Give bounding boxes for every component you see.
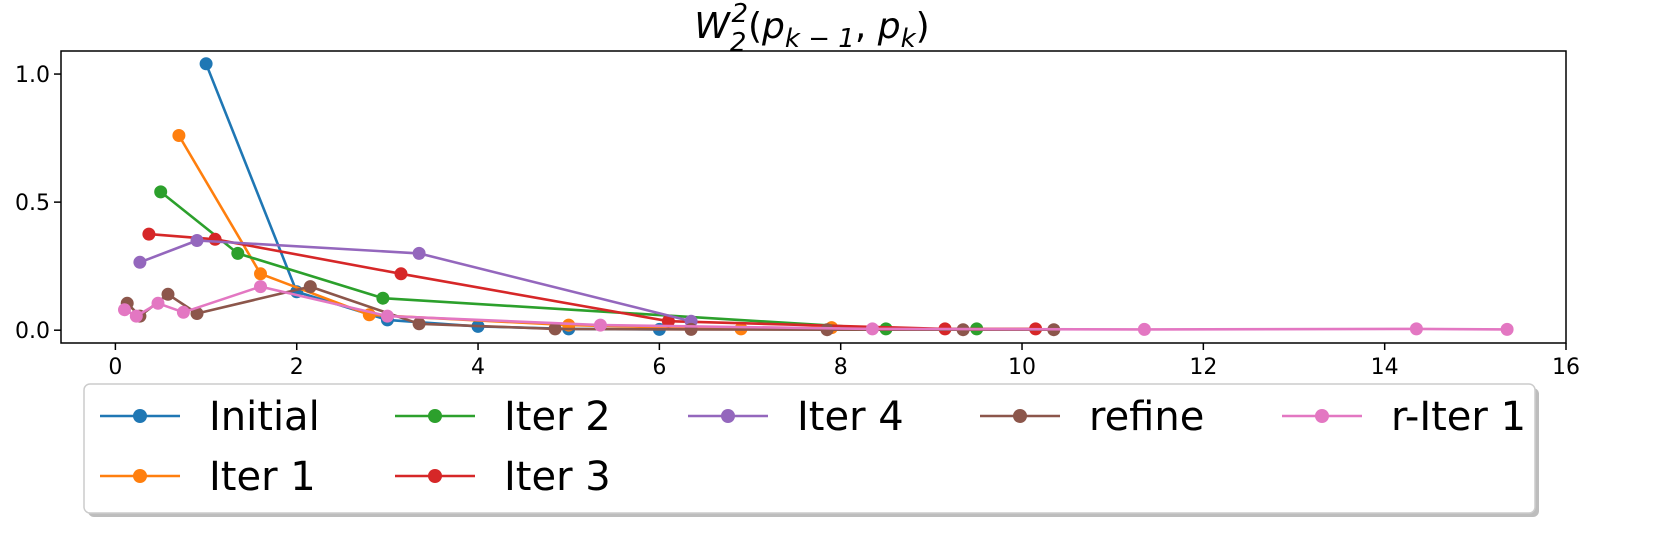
data-point-r-iter-1: [151, 296, 165, 310]
x-tick-label: 16: [1552, 355, 1580, 380]
data-point-refine: [820, 323, 834, 337]
legend-label: refine: [1089, 394, 1204, 440]
x-tick-label: 10: [1008, 355, 1036, 380]
data-point-initial: [199, 57, 213, 71]
legend-swatch-marker: [721, 409, 735, 423]
series-line-iter-1: [177, 134, 832, 331]
data-point-refine: [412, 317, 426, 331]
x-tick-label: 4: [471, 355, 485, 380]
y-tick-label: 0.0: [15, 319, 50, 344]
x-axis: 0 2 4 6 8 10 12 14 16: [108, 343, 1580, 380]
x-tick-label: 0: [108, 355, 122, 380]
legend-item-iter-3: Iter 3: [395, 454, 611, 500]
data-point-iter-3: [208, 232, 222, 246]
series-iter-4: [133, 234, 698, 328]
x-tick-label: 2: [290, 355, 304, 380]
data-point-iter-4: [133, 255, 147, 269]
legend-swatch-marker: [133, 409, 147, 423]
data-point-iter-1: [172, 129, 186, 142]
legend-swatch-marker: [428, 469, 442, 483]
x-tick-label: 12: [1189, 355, 1217, 380]
chart-title: W22(pk − 1, pk): [694, 0, 929, 58]
legend-swatch-marker: [428, 409, 442, 423]
data-point-r-iter-1: [1500, 322, 1514, 336]
data-point-r-iter-1: [254, 280, 267, 294]
data-point-r-iter-1: [380, 309, 394, 323]
y-tick-label: 1.0: [15, 63, 50, 88]
legend-label: Iter 2: [504, 394, 611, 440]
data-point-refine: [161, 287, 175, 301]
data-point-refine: [684, 322, 698, 336]
data-point-iter-4: [190, 234, 204, 247]
legend-item-r-iter-1: r-Iter 1: [1282, 394, 1526, 440]
series-line-iter-4: [139, 239, 692, 323]
legend-swatch-marker: [1315, 409, 1329, 423]
data-point-iter-2: [376, 291, 390, 305]
series-layer: [118, 57, 1514, 337]
data-point-iter-2: [154, 185, 168, 199]
plot-area: [60, 50, 1567, 344]
y-axis: 0.0 0.5 1.0: [15, 63, 61, 344]
data-point-r-iter-1: [1137, 322, 1151, 336]
data-point-iter-1: [254, 267, 267, 281]
series-r-iter-1: [118, 280, 1514, 336]
legend-item-initial: Initial: [100, 394, 320, 440]
data-point-iter-2: [231, 246, 245, 260]
data-point-r-iter-1: [176, 305, 190, 319]
legend-item-iter-1: Iter 1: [100, 454, 316, 500]
legend-item-iter-2: Iter 2: [395, 394, 611, 440]
data-point-iter-3: [142, 227, 156, 241]
y-tick-label: 0.5: [15, 191, 50, 216]
series-iter-2: [154, 185, 984, 336]
legend-swatch-marker: [1013, 409, 1027, 423]
data-point-r-iter-1: [118, 303, 131, 317]
legend-label: Iter 1: [209, 454, 316, 500]
data-point-r-iter-1: [593, 318, 607, 332]
legend-label: r-Iter 1: [1391, 394, 1526, 440]
data-point-r-iter-1: [865, 322, 879, 336]
x-tick-label: 14: [1371, 355, 1399, 380]
legend-label: Initial: [209, 394, 320, 440]
x-tick-label: 8: [834, 355, 848, 380]
data-point-iter-4: [412, 246, 426, 260]
data-point-iter-3: [394, 267, 408, 281]
data-point-r-iter-1: [129, 309, 143, 323]
data-point-r-iter-1: [1409, 322, 1423, 336]
data-point-refine: [548, 322, 562, 336]
legend-item-refine: refine: [980, 394, 1204, 440]
series-initial: [199, 57, 666, 336]
data-point-iter-3: [661, 314, 675, 328]
legend-label: Iter 3: [504, 454, 611, 500]
legend-item-iter-4: Iter 4: [688, 394, 904, 440]
data-point-refine: [303, 280, 317, 294]
x-tick-label: 6: [652, 355, 666, 380]
legend-swatch-marker: [133, 469, 147, 483]
legend-label: Iter 4: [797, 394, 904, 440]
legend: Initial Iter 1 Iter 2 Iter 3 Iter 4 refine r-I…: [83, 383, 1539, 517]
data-point-refine: [190, 307, 204, 320]
